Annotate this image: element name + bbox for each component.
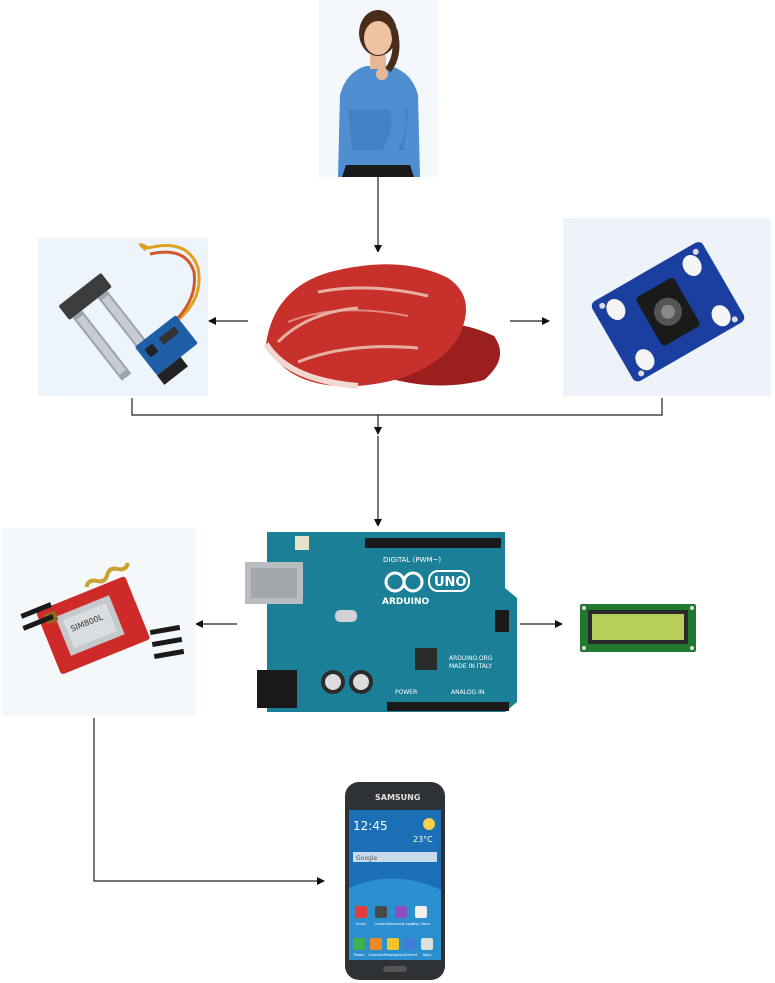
thinking-woman-icon xyxy=(318,0,438,177)
phone-dock-label: Internet xyxy=(403,953,418,957)
soil-sensor-node xyxy=(38,238,208,396)
meat-node xyxy=(248,252,510,390)
gsm-module-icon: SIM800L xyxy=(2,528,196,716)
phone-dock-label: Apps xyxy=(423,953,432,957)
arrow-gsm-to-phone xyxy=(93,718,325,885)
lcd-node xyxy=(578,600,698,656)
arduino-power-label: POWER xyxy=(395,689,417,696)
arduino-site-label: ARDUINO.ORG xyxy=(449,655,493,662)
color-sensor-node xyxy=(563,218,771,396)
soil-moisture-sensor-icon xyxy=(38,238,208,396)
arduino-node: ARDUINO UNO DIGITAL (PWM~) POWER ANALOG … xyxy=(237,526,520,716)
phone-dock-label: Contacts xyxy=(368,953,384,957)
phone-dock-label: Messaging xyxy=(384,953,403,957)
arduino-uno-board-icon: ARDUINO UNO DIGITAL (PWM~) POWER ANALOG … xyxy=(237,526,520,716)
lcd-display-icon xyxy=(578,600,698,656)
color-sensor-module-icon xyxy=(563,218,771,396)
phone-brand-label: SAMSUNG xyxy=(375,793,420,802)
phone-dock-label: Phone xyxy=(354,953,365,957)
arduino-brand-label: ARDUINO xyxy=(382,597,430,607)
arduino-model-label: UNO xyxy=(434,575,467,590)
phone-app-label: Samsung Apps xyxy=(388,922,414,926)
connector-sensors-merge xyxy=(131,398,663,416)
arduino-analog-label: ANALOG IN xyxy=(451,689,484,696)
phone-search-label: Google xyxy=(356,855,377,862)
phone-app-label: Play Store xyxy=(412,922,430,926)
phone-app-label: Camera xyxy=(374,922,388,926)
person-node xyxy=(318,0,438,177)
raw-meat-icon xyxy=(248,252,510,390)
phone-app-label: Email xyxy=(356,922,366,926)
gsm-node: SIM800L xyxy=(2,528,196,716)
phone-temperature: 23°C xyxy=(413,835,433,844)
phone-clock: 12:45 xyxy=(353,819,388,833)
smartphone-icon: SAMSUNG 12:45 23°C Google Email Camera Sam… xyxy=(329,778,451,982)
arduino-made-in-label: MADE IN ITALY xyxy=(449,663,492,670)
arduino-digital-label: DIGITAL (PWM~) xyxy=(383,556,441,564)
phone-node: SAMSUNG 12:45 23°C Google Email Camera Sam… xyxy=(329,778,451,982)
